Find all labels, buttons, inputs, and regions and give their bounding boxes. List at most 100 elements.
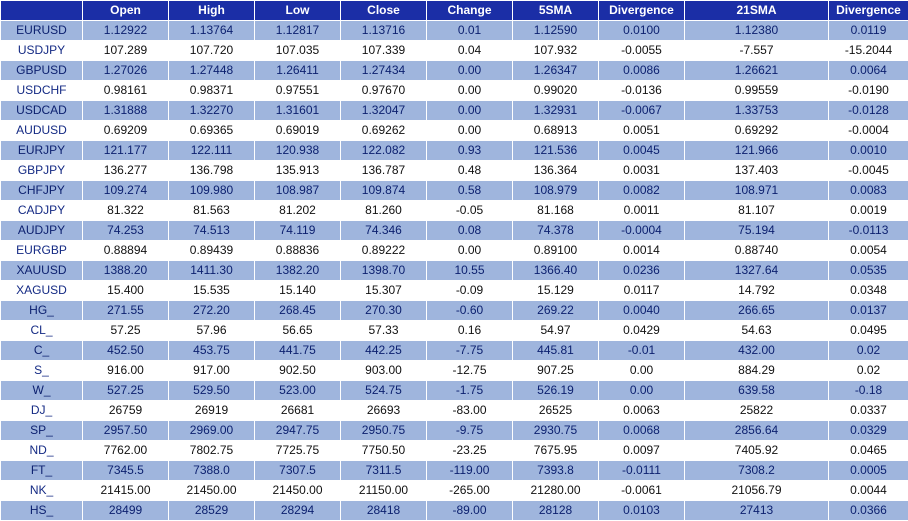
sma21-cell: 432.00 bbox=[684, 340, 829, 361]
high-cell: 74.513 bbox=[168, 220, 255, 241]
sma21-cell: 7308.2 bbox=[684, 460, 829, 481]
table-row: GBPJPY 136.277 136.798 135.913 136.787 0.48 13… bbox=[0, 160, 908, 181]
sma5-cell: 0.99020 bbox=[512, 80, 599, 101]
change-cell: 0.00 bbox=[426, 60, 513, 81]
high-cell: 15.535 bbox=[168, 280, 255, 301]
high-cell: 26919 bbox=[168, 400, 255, 421]
divergence-5-cell: 0.0100 bbox=[598, 20, 685, 41]
close-cell: 2950.75 bbox=[340, 420, 427, 441]
divergence-5-cell: 0.0236 bbox=[598, 260, 685, 281]
close-cell: 0.97670 bbox=[340, 80, 427, 101]
sma21-cell: 266.65 bbox=[684, 300, 829, 321]
divergence-21-cell: 0.0064 bbox=[828, 60, 908, 81]
change-cell: 0.01 bbox=[426, 20, 513, 41]
sma5-cell: 28128 bbox=[512, 500, 599, 521]
sma5-cell: 54.97 bbox=[512, 320, 599, 341]
divergence-5-cell: -0.0061 bbox=[598, 480, 685, 501]
table-row: HG_ 271.55 272.20 268.45 270.30 -0.60 269.22 0.… bbox=[0, 300, 908, 321]
divergence-21-cell: 0.0495 bbox=[828, 320, 908, 341]
low-header: Low bbox=[254, 0, 341, 21]
divergence-5-cell: 0.0082 bbox=[598, 180, 685, 201]
low-cell: 0.88836 bbox=[254, 240, 341, 261]
symbol-cell: HS_ bbox=[0, 500, 83, 521]
sma21-cell: 1.33753 bbox=[684, 100, 829, 121]
table-row: USDCAD 1.31888 1.32270 1.31601 1.32047 0.00 1.… bbox=[0, 100, 908, 121]
sma21-cell: 1.26621 bbox=[684, 60, 829, 81]
divergence-21-cell: 0.02 bbox=[828, 360, 908, 381]
open-cell: 271.55 bbox=[82, 300, 169, 321]
open-header: Open bbox=[82, 0, 169, 21]
sma5-cell: 136.364 bbox=[512, 160, 599, 181]
symbol-cell: CL_ bbox=[0, 320, 83, 341]
open-cell: 121.177 bbox=[82, 140, 169, 161]
sma21-header: 21SMA bbox=[684, 0, 829, 21]
change-cell: 0.00 bbox=[426, 240, 513, 261]
change-cell: -7.75 bbox=[426, 340, 513, 361]
symbol-cell: XAGUSD bbox=[0, 280, 83, 301]
table-row: GBPUSD 1.27026 1.27448 1.26411 1.27434 0.00 1.… bbox=[0, 60, 908, 81]
sma5-cell: 1.12590 bbox=[512, 20, 599, 41]
symbol-cell: USDJPY bbox=[0, 40, 83, 61]
divergence-5-cell: 0.0097 bbox=[598, 440, 685, 461]
table-row: HS_ 28499 28529 28294 28418 -89.00 28128 0.0103… bbox=[0, 500, 908, 521]
sma5-header: 5SMA bbox=[512, 0, 599, 21]
divergence-5-cell: -0.0004 bbox=[598, 220, 685, 241]
open-cell: 1.12922 bbox=[82, 20, 169, 41]
close-cell: 136.787 bbox=[340, 160, 427, 181]
high-cell: 122.111 bbox=[168, 140, 255, 161]
change-cell: 0.00 bbox=[426, 120, 513, 141]
change-cell: 0.48 bbox=[426, 160, 513, 181]
table-row: CADJPY 81.322 81.563 81.202 81.260 -0.05 81.16… bbox=[0, 200, 908, 221]
sma5-cell: 0.68913 bbox=[512, 120, 599, 141]
table-row: AUDUSD 0.69209 0.69365 0.69019 0.69262 0.00 0.… bbox=[0, 120, 908, 141]
sma5-cell: 26525 bbox=[512, 400, 599, 421]
close-cell: 21150.00 bbox=[340, 480, 427, 501]
close-cell: 524.75 bbox=[340, 380, 427, 401]
table-row: XAUUSD 1388.20 1411.30 1382.20 1398.70 10.55 1… bbox=[0, 260, 908, 281]
close-cell: 57.33 bbox=[340, 320, 427, 341]
change-cell: -9.75 bbox=[426, 420, 513, 441]
sma5-cell: 21280.00 bbox=[512, 480, 599, 501]
open-cell: 7345.5 bbox=[82, 460, 169, 481]
close-cell: 107.339 bbox=[340, 40, 427, 61]
change-cell: 0.58 bbox=[426, 180, 513, 201]
open-cell: 136.277 bbox=[82, 160, 169, 181]
high-cell: 81.563 bbox=[168, 200, 255, 221]
divergence-5-cell: -0.0067 bbox=[598, 100, 685, 121]
table-row: DJ_ 26759 26919 26681 26693 -83.00 26525 0.0063… bbox=[0, 400, 908, 421]
symbol-cell: EURUSD bbox=[0, 20, 83, 41]
open-cell: 2957.50 bbox=[82, 420, 169, 441]
divergence-5-cell: 0.0045 bbox=[598, 140, 685, 161]
divergence-21-cell: 0.0044 bbox=[828, 480, 908, 501]
change-cell: -265.00 bbox=[426, 480, 513, 501]
close-cell: 1.27434 bbox=[340, 60, 427, 81]
close-cell: 122.082 bbox=[340, 140, 427, 161]
open-cell: 916.00 bbox=[82, 360, 169, 381]
low-cell: 523.00 bbox=[254, 380, 341, 401]
change-cell: 0.00 bbox=[426, 80, 513, 101]
sma5-cell: 269.22 bbox=[512, 300, 599, 321]
divergence-5-cell: -0.01 bbox=[598, 340, 685, 361]
open-cell: 81.322 bbox=[82, 200, 169, 221]
symbol-cell: XAUUSD bbox=[0, 260, 83, 281]
change-header: Change bbox=[426, 0, 513, 21]
table-row: EURGBP 0.88894 0.89439 0.88836 0.89222 0.00 0.… bbox=[0, 240, 908, 261]
table-row: C_ 452.50 453.75 441.75 442.25 -7.75 445.81 -0.… bbox=[0, 340, 908, 361]
change-cell: 0.00 bbox=[426, 100, 513, 121]
open-cell: 1388.20 bbox=[82, 260, 169, 281]
sma5-cell: 15.129 bbox=[512, 280, 599, 301]
divergence-5-header: Divergence bbox=[598, 0, 685, 21]
divergence-21-cell: 0.0137 bbox=[828, 300, 908, 321]
divergence-5-cell: 0.0014 bbox=[598, 240, 685, 261]
sma21-cell: 884.29 bbox=[684, 360, 829, 381]
divergence-5-cell: 0.0011 bbox=[598, 200, 685, 221]
high-cell: 7388.0 bbox=[168, 460, 255, 481]
change-cell: -119.00 bbox=[426, 460, 513, 481]
symbol-cell: USDCHF bbox=[0, 80, 83, 101]
low-cell: 107.035 bbox=[254, 40, 341, 61]
open-cell: 0.69209 bbox=[82, 120, 169, 141]
symbol-header bbox=[0, 0, 83, 21]
divergence-5-cell: 0.0086 bbox=[598, 60, 685, 81]
sma21-cell: 81.107 bbox=[684, 200, 829, 221]
divergence-21-cell: 0.0010 bbox=[828, 140, 908, 161]
